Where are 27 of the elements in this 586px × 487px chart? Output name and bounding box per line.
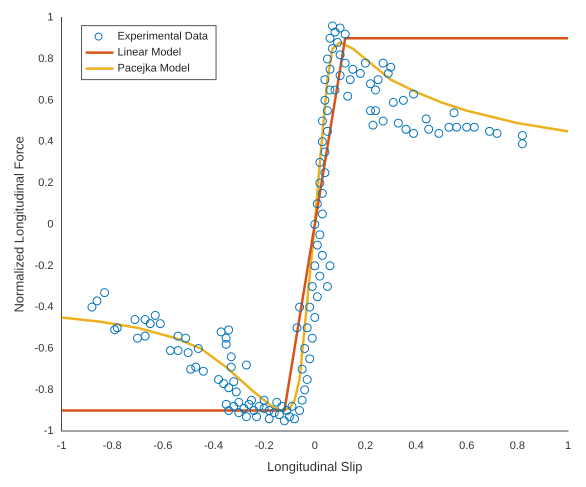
y-tick-label: -0.4 xyxy=(34,301,54,314)
x-tick-label: -0.4 xyxy=(204,440,223,452)
y-tick-label: -1 xyxy=(44,425,54,438)
x-tick-label: -1 xyxy=(56,440,66,452)
y-tick-label: 0.4 xyxy=(38,136,54,148)
y-tick-label: -0.6 xyxy=(34,342,54,355)
x-tick-label: 0.8 xyxy=(510,440,526,452)
y-tick-label: -0.2 xyxy=(34,260,54,272)
y-tick-label: -0.8 xyxy=(34,384,54,396)
y-tick-label: 0.6 xyxy=(38,94,54,106)
y-axis-title: Normalized Longitudinal Force xyxy=(11,136,26,313)
x-tick-label: 0.2 xyxy=(358,440,374,452)
x-axis-title: Longitudinal Slip xyxy=(267,458,362,474)
x-tick-label: 0.6 xyxy=(459,440,474,452)
x-tick-label: -0.6 xyxy=(153,440,172,452)
legend-label: Linear Model xyxy=(118,46,182,59)
legend-label: Pacejka Model xyxy=(118,62,190,75)
x-tick-label: 0 xyxy=(312,440,318,452)
x-tick-label: -0.8 xyxy=(102,440,122,452)
y-tick-label: 0 xyxy=(47,218,54,230)
x-tick-label: -0.2 xyxy=(254,440,274,452)
legend-label: Experimental Data xyxy=(118,30,209,43)
x-tick-label: 0.4 xyxy=(408,440,424,452)
y-tick-label: 0.2 xyxy=(38,177,54,190)
x-tick-label: 1 xyxy=(564,440,572,452)
y-tick-label: 1 xyxy=(47,12,54,24)
y-tick-label: 0.8 xyxy=(38,52,54,65)
